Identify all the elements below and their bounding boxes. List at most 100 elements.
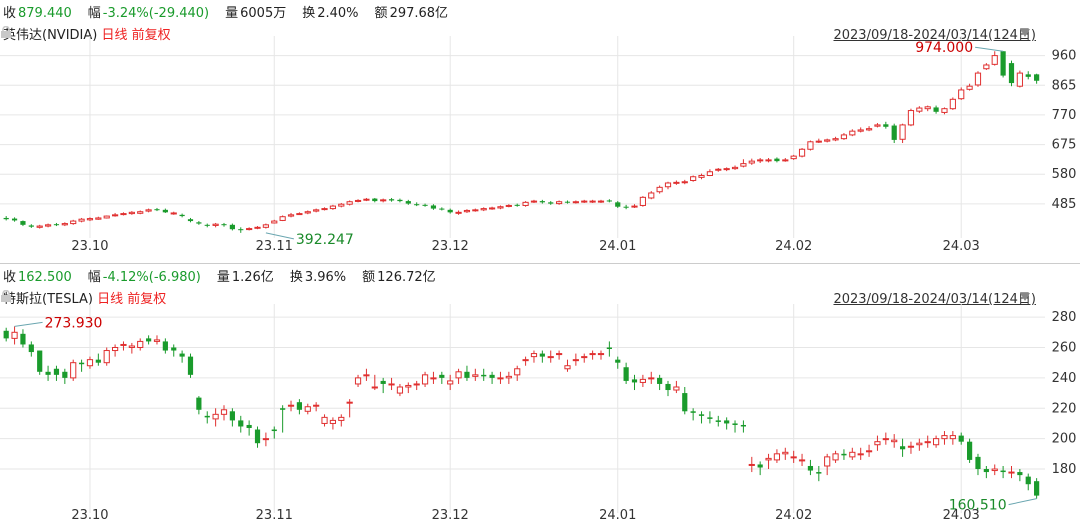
tesla-date-range[interactable]: 2023/09/18-2024/03/14(124日) — [833, 292, 1036, 307]
candle-body — [480, 208, 487, 211]
nvidia-candle — [321, 207, 328, 211]
candle-body — [974, 72, 982, 86]
tesla-y-tick-label: 240 — [1052, 371, 1077, 386]
candle-body — [280, 408, 286, 410]
nvidia-candle — [723, 167, 730, 172]
candle-body — [363, 198, 370, 201]
candle-body — [179, 214, 185, 217]
nvidia-candle — [405, 199, 411, 205]
tesla-candle — [20, 329, 26, 348]
nvidia-candle — [120, 212, 127, 216]
candle-body — [1000, 51, 1006, 76]
candle-body — [380, 199, 387, 202]
tesla-x-tick-label: 24.03 — [943, 508, 980, 523]
tesla-candle — [631, 374, 638, 391]
nvidia-x-tick-label: 24.03 — [943, 239, 980, 254]
tesla-candle — [413, 380, 420, 391]
candle-body — [489, 374, 495, 378]
nvidia-candle — [422, 203, 428, 207]
tesla-candle — [606, 341, 612, 357]
tesla-candle — [1034, 478, 1040, 499]
nvidia-candle — [313, 208, 320, 213]
nvidia-period[interactable]: 日线 — [101, 28, 128, 43]
tesla-candle — [313, 402, 320, 412]
tesla-period[interactable]: 日线 — [97, 292, 124, 307]
candle-body — [924, 441, 931, 444]
tesla-y-tick-label: 260 — [1052, 340, 1077, 355]
nvidia-candle — [346, 200, 353, 206]
candle-body — [120, 213, 127, 216]
tesla-candle — [514, 365, 521, 381]
candle-body — [53, 224, 60, 226]
candle-body — [530, 353, 538, 358]
candle-body — [623, 206, 629, 208]
nvidia-candle — [61, 222, 68, 227]
candle-body — [899, 124, 906, 140]
tesla-candle — [657, 374, 663, 391]
triangle-down-icon[interactable] — [1020, 29, 1030, 37]
nvidia-candle — [991, 51, 998, 66]
candle-body — [648, 192, 655, 199]
candle-body — [907, 110, 915, 126]
tesla-candle — [798, 453, 806, 466]
tesla-turnover: 3.96% — [304, 270, 347, 285]
tesla-candle — [497, 371, 504, 384]
candle-body — [724, 420, 730, 424]
candle-body — [597, 200, 605, 203]
tesla-candlestick-chart: 180 200 220 240 260 280 23.10 23.11 23.12 24.01 24… — [0, 304, 1077, 523]
tesla-candle — [732, 420, 738, 433]
nvidia-candle — [572, 200, 579, 204]
nvidia-candlestick-chart: 485 580 675 770 865 960 23.10 23.11 23.12 24.01 24… — [0, 36, 1076, 254]
nvidia-date-range[interactable]: 2023/09/18-2024/03/14(124日) — [833, 28, 1036, 43]
nvidia-x-tick-label: 23.11 — [256, 239, 293, 254]
nvidia-candle — [36, 224, 43, 229]
tesla-candle — [724, 417, 730, 430]
candle-body — [865, 450, 873, 453]
candle-body — [564, 201, 571, 203]
tesla-candle — [673, 380, 680, 394]
candle-body — [1017, 472, 1023, 476]
nvidia-name: 英伟达(NVIDIA) — [3, 28, 98, 43]
tesla-candle — [983, 465, 989, 479]
candle-body — [798, 148, 806, 157]
candle-body — [606, 347, 612, 350]
candle-body — [238, 420, 244, 427]
candle-body — [798, 459, 806, 462]
candle-body — [204, 224, 210, 226]
nvidia-candle — [44, 223, 52, 228]
lock-icon[interactable] — [0, 26, 12, 38]
candle-body — [271, 429, 277, 432]
candle-body — [916, 442, 923, 446]
candle-body — [53, 368, 60, 375]
candle-body — [514, 368, 521, 376]
triangle-down-icon[interactable] — [1020, 293, 1030, 301]
nvidia-adjust[interactable]: 前复权 — [131, 28, 171, 43]
nvidia-candle — [883, 121, 889, 129]
candle-body — [229, 411, 235, 421]
tesla-x-tick-label: 23.10 — [71, 508, 108, 523]
nvidia-candle — [103, 215, 110, 219]
tesla-candle — [421, 371, 429, 387]
tesla-min-label: 160.510 — [949, 498, 1007, 514]
nvidia-candle — [229, 223, 235, 231]
candle-body — [832, 453, 839, 461]
tesla-candle — [111, 344, 119, 357]
candle-body — [111, 346, 119, 352]
candle-body — [782, 159, 789, 162]
tesla-candle — [455, 368, 462, 384]
tesla-candle — [45, 365, 51, 381]
nvidia-candle — [28, 224, 34, 228]
candle-body — [790, 456, 797, 459]
candle-body — [748, 160, 755, 164]
candle-body — [615, 359, 621, 363]
lock-icon[interactable] — [0, 290, 12, 302]
candle-body — [338, 203, 345, 207]
candle-body — [556, 201, 563, 205]
nvidia-candle — [857, 127, 864, 133]
tesla-adjust[interactable]: 前复权 — [127, 292, 167, 307]
nvidia-candle — [790, 154, 797, 160]
candle-body — [488, 207, 496, 210]
tesla-candle — [220, 405, 228, 421]
nvidia-candle — [514, 203, 520, 207]
candle-body — [832, 138, 839, 141]
